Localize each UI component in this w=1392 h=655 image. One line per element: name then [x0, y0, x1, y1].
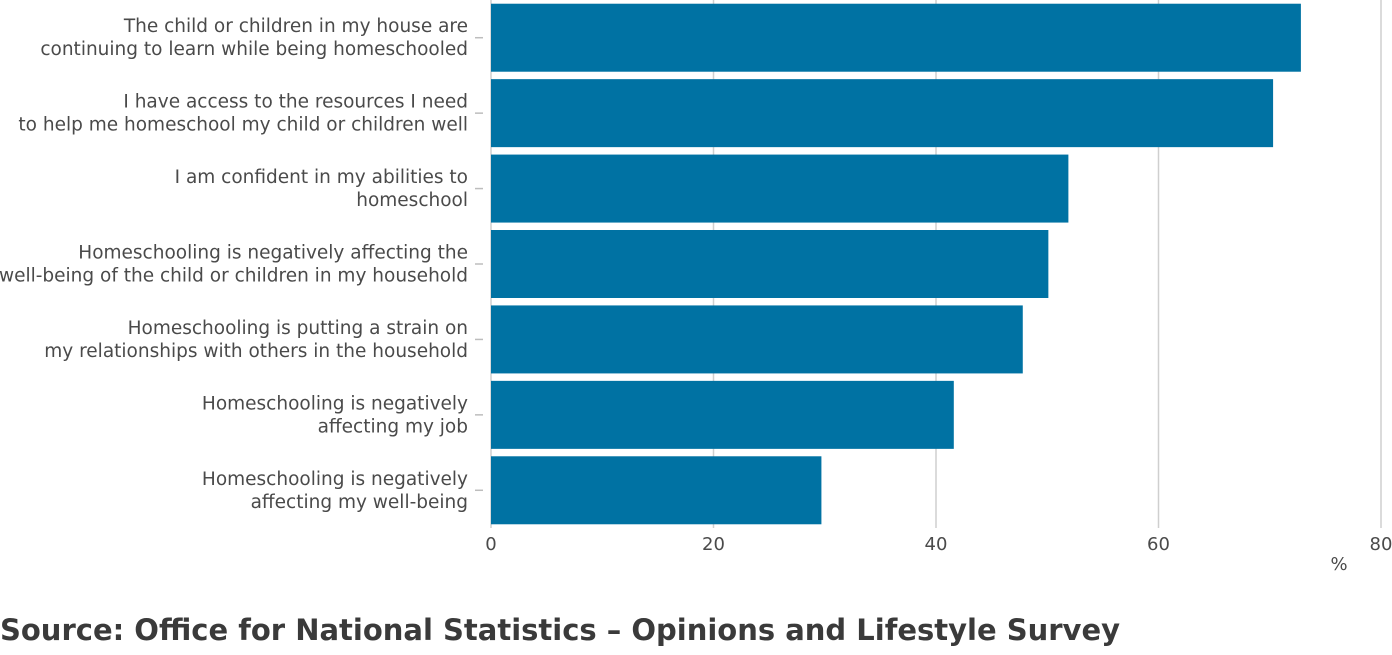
bar — [491, 3, 1301, 72]
bar — [491, 230, 1049, 298]
category-label-line: Homeschooling is negatively — [202, 469, 468, 490]
category-label: Homeschooling is negatively affecting th… — [0, 243, 468, 287]
category-label-line: The child or children in my house are — [123, 16, 468, 37]
category-label-line: Homeschooling is putting a strain on — [128, 318, 468, 339]
category-label-line: continuing to learn while being homescho… — [40, 39, 468, 60]
x-tick-label: 20 — [702, 534, 725, 555]
category-label: Homeschooling is negatively affecting my … — [202, 393, 468, 437]
bar — [491, 380, 954, 449]
bar — [491, 305, 1023, 374]
category-label-line: my relationships with others in the hous… — [44, 341, 468, 362]
category-label-line: to help me homeschool my child or childr… — [18, 115, 468, 136]
category-label-line: affecting my well-being — [251, 492, 468, 513]
category-label-line: Homeschooling is negatively affecting th… — [78, 243, 468, 264]
x-tick-label: 60 — [1147, 534, 1170, 555]
category-label-line: I am confident in my abilities to — [175, 167, 468, 188]
bar — [491, 79, 1274, 148]
source-note: Source: Office for National Statistics –… — [0, 613, 1121, 647]
category-label: I have access to the resources I need to … — [18, 92, 468, 136]
category-label: The child or children in my house are con… — [40, 16, 468, 60]
x-tick-label: 80 — [1370, 534, 1392, 555]
bar-chart: The child or children in my house are con… — [0, 0, 1392, 575]
category-label-line: Homeschooling is negatively — [202, 393, 468, 414]
category-label-line: well-being of the child or children in m… — [0, 266, 468, 287]
x-tick-label: 40 — [925, 534, 948, 555]
x-axis-ticks: 0 20 40 60 80 — [485, 534, 1392, 555]
category-label: I am confident in my abilities to homesch… — [175, 167, 468, 211]
bar — [491, 456, 822, 525]
x-axis-unit: % — [1330, 554, 1347, 575]
category-labels: The child or children in my house are con… — [0, 16, 483, 513]
category-label: Homeschooling is negatively affecting my … — [202, 469, 468, 513]
x-tick-label: 0 — [485, 534, 496, 555]
category-label-line: affecting my job — [318, 416, 468, 437]
bars — [491, 3, 1301, 525]
category-label-line: homeschool — [356, 190, 468, 211]
category-label-line: I have access to the resources I need — [123, 92, 468, 113]
category-label: Homeschooling is putting a strain on my r… — [44, 318, 468, 362]
bar — [491, 154, 1069, 223]
